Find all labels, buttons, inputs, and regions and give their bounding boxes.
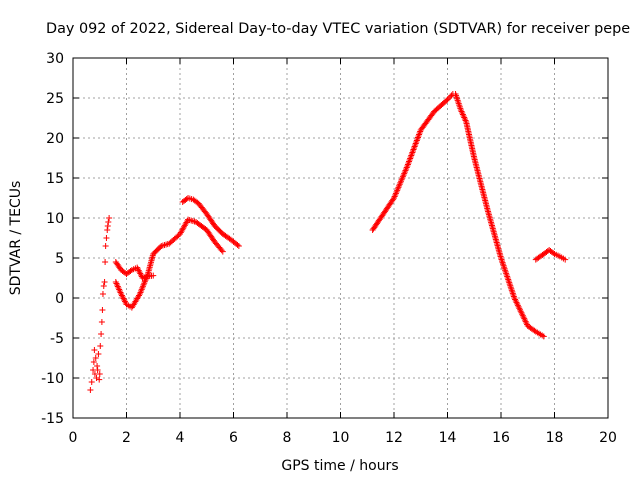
x-tick-label: 12 (385, 430, 403, 446)
y-tick-label: 15 (46, 171, 64, 187)
data-point-arc-1 (218, 247, 225, 254)
x-tick-label: 16 (492, 430, 510, 446)
data-point-early-scatter (95, 351, 102, 357)
data-point-arc-4 (523, 320, 530, 327)
data-point-early-scatter (105, 219, 112, 225)
y-tick-label: -5 (50, 331, 64, 347)
data-point-early-scatter (102, 259, 109, 265)
data-point-early-scatter (94, 367, 101, 373)
data-point-arc-4 (447, 93, 454, 100)
data-point-arc-1 (122, 299, 129, 306)
data-point-early-scatter (100, 283, 107, 289)
data-point-arc-4 (514, 300, 521, 307)
x-tick-label: 8 (283, 430, 292, 446)
y-tick-label: -15 (41, 411, 64, 427)
data-point-early-scatter (99, 291, 106, 297)
data-point-arc-4 (521, 317, 528, 324)
data-point-arc-4 (517, 308, 524, 315)
data-point-early-scatter (106, 215, 113, 221)
data-point-early-scatter (92, 355, 99, 361)
data-point-arc-4 (512, 296, 519, 303)
data-point-arc-4 (519, 311, 526, 318)
y-tick-label: 25 (46, 91, 64, 107)
chart-title: Day 092 of 2022, Sidereal Day-to-day VTE… (46, 21, 630, 37)
data-point-arc-4 (512, 297, 519, 304)
points-layer (87, 91, 569, 393)
data-point-arc-2 (150, 272, 157, 279)
x-tick-label: 10 (332, 430, 350, 446)
data-point-arc-3 (234, 241, 241, 248)
data-point-early-scatter (104, 227, 111, 233)
data-point-arc-4 (519, 312, 526, 319)
x-tick-label: 6 (229, 430, 238, 446)
data-point-arc-4 (520, 314, 527, 321)
y-tick-label: -10 (41, 371, 64, 387)
y-tick-label: 20 (46, 131, 64, 147)
grid-layer (73, 58, 608, 418)
data-point-arc-4 (444, 96, 451, 103)
data-point-early-scatter (96, 376, 103, 383)
data-point-arc-4 (522, 318, 529, 325)
data-point-early-scatter (102, 243, 109, 249)
data-point-early-scatter (88, 379, 95, 385)
data-point-arc-2 (127, 268, 134, 274)
data-point-arc-4 (540, 333, 547, 340)
data-point-arc-4 (518, 309, 525, 316)
data-point-arc-1 (219, 248, 226, 255)
y-tick-label: 0 (55, 291, 64, 307)
data-point-early-scatter (96, 371, 103, 377)
data-point-arc-4 (516, 305, 523, 312)
data-point-arc-4 (511, 295, 518, 301)
data-point-early-scatter (90, 359, 97, 365)
y-tick-label: 30 (46, 51, 64, 67)
data-point-early-scatter (98, 331, 105, 337)
data-point-arc-5 (562, 256, 569, 263)
data-point-early-scatter (97, 343, 104, 349)
data-point-early-scatter (91, 347, 98, 353)
data-point-arc-4 (521, 315, 528, 322)
data-point-early-scatter (99, 307, 106, 313)
data-point-early-scatter (87, 387, 94, 393)
data-point-early-scatter (101, 279, 108, 285)
data-point-arc-4 (445, 95, 452, 102)
ticks-layer: 0 2 4 6 8 10 12 14 16 18 20 -15 -10 -5 0 5 10 15 20 25 30 (41, 51, 617, 446)
x-tick-label: 2 (122, 430, 131, 446)
data-point-arc-4 (515, 303, 522, 310)
y-tick-label: 10 (46, 211, 64, 227)
data-point-arc-4 (517, 306, 524, 313)
x-tick-label: 14 (439, 430, 457, 446)
data-point-arc-5 (550, 250, 557, 256)
data-point-early-scatter (94, 363, 101, 369)
y-axis-label: SDTVAR / TECUs (8, 181, 24, 296)
data-point-early-scatter (103, 235, 110, 241)
y-tick-label: 5 (55, 251, 64, 267)
data-point-early-scatter (104, 223, 111, 229)
data-point-early-scatter (98, 319, 105, 325)
x-tick-label: 18 (546, 430, 564, 446)
data-point-arc-3 (235, 243, 242, 249)
x-axis-label: GPS time / hours (281, 458, 398, 474)
x-tick-label: 0 (69, 430, 78, 446)
x-tick-label: 4 (176, 430, 185, 446)
x-tick-label: 20 (599, 430, 617, 446)
data-point-arc-4 (514, 302, 521, 309)
data-point-arc-4 (513, 299, 520, 306)
